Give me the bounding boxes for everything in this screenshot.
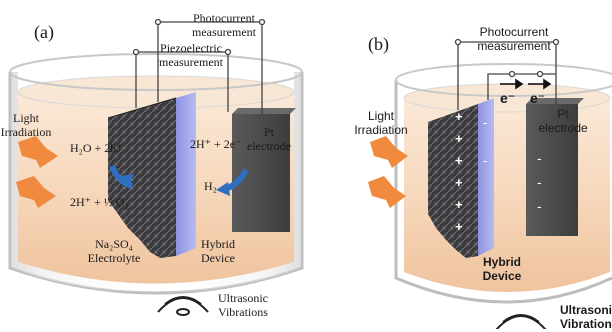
panel-b-beaker-wall (394, 80, 612, 304)
minus-charge: - (537, 150, 542, 166)
panel-a-hybrid-device-label: Hybrid Device (201, 237, 235, 265)
panel-a-oxidation-products: 2H⁺ + ½ O₂ (70, 195, 129, 209)
panel-a-sound-wave-icon (157, 296, 209, 316)
minus-charge: - (483, 115, 488, 130)
panel-a-photocurrent-label: Photocurrent measurement (192, 11, 256, 39)
panel-b-sound-wave-icon (495, 314, 547, 329)
panel-a-piezoelectric-label: Piezoelectric measurement (159, 41, 223, 69)
panel-a-reduction-products: H₂ (204, 179, 217, 193)
panel-a-device-mesh (108, 98, 176, 258)
plus-charge: + (455, 219, 463, 234)
panel-a-piezo-wire (135, 51, 229, 112)
plus-charge: + (455, 175, 463, 190)
minus-charge: - (483, 153, 488, 168)
panel-b-wires (454, 38, 560, 110)
panel-a-reduction-reactants: 2H⁺ + 2e⁻ (190, 137, 242, 151)
panel-b-light-irradiation-label: Light Irradiation (354, 109, 408, 137)
panel-a-light-irradiation-label: Light Irradiation (0, 111, 52, 139)
panel-a-device-blue-face (176, 92, 196, 256)
minus-charge: - (537, 174, 542, 190)
panel-a-pt-electrode-label: Pt electrode (247, 125, 291, 153)
plus-charge: + (455, 197, 463, 212)
panel-a-electrolyte-label: Na₂SO₄ Electrolyte (87, 237, 141, 265)
panel-a-photocurrent-wire (157, 21, 263, 114)
minus-charge: - (537, 198, 542, 214)
panel-a-light-arrow-2 (16, 176, 56, 208)
panel-a-oxidation-reactants: H₂O + 2h⁺ (70, 141, 123, 155)
panel-b-light-arrows (368, 136, 408, 208)
panel-b-label: (b) (368, 34, 389, 54)
panel-b-pt-electrode (526, 98, 584, 236)
panel-b-photocurrent-label: Photocurrent measurement (477, 25, 551, 53)
panel-a-wires (132, 18, 266, 114)
panel-b-ultrasonic-label: Ultrasonic Vibrations (560, 303, 612, 331)
panel-b-inner-wire (487, 73, 556, 100)
panel-b-electron-2: e⁻ (530, 90, 546, 106)
panel-b-electron-1: e⁻ (500, 90, 516, 106)
plus-charge: + (455, 153, 463, 168)
panel-b-pt-electrode-label: Pt electrode (538, 107, 588, 135)
panel-b-hybrid-device-label: Hybrid Device (482, 255, 522, 283)
panel-b-hybrid-device (428, 98, 494, 258)
panel-a-hybrid-device (107, 92, 196, 258)
panel-a-liquid-surface (17, 75, 295, 109)
panel-b-photocurrent-wire (457, 41, 557, 110)
panel-a-label: (a) (34, 22, 54, 42)
panel-a-oxidation-arrow (109, 164, 133, 189)
panel-a-reaction-arrows (109, 164, 249, 196)
plus-charge: + (455, 109, 463, 124)
panel-a-light-arrow-1 (18, 136, 58, 168)
panel-a-light-arrows (16, 136, 58, 208)
panel-a-beaker-rim (9, 53, 303, 91)
panel-a-ultrasonic-label: Ultrasonic Vibrations (218, 291, 268, 319)
panel-b-electron-arrows (500, 78, 552, 90)
plus-charge: + (455, 131, 463, 146)
